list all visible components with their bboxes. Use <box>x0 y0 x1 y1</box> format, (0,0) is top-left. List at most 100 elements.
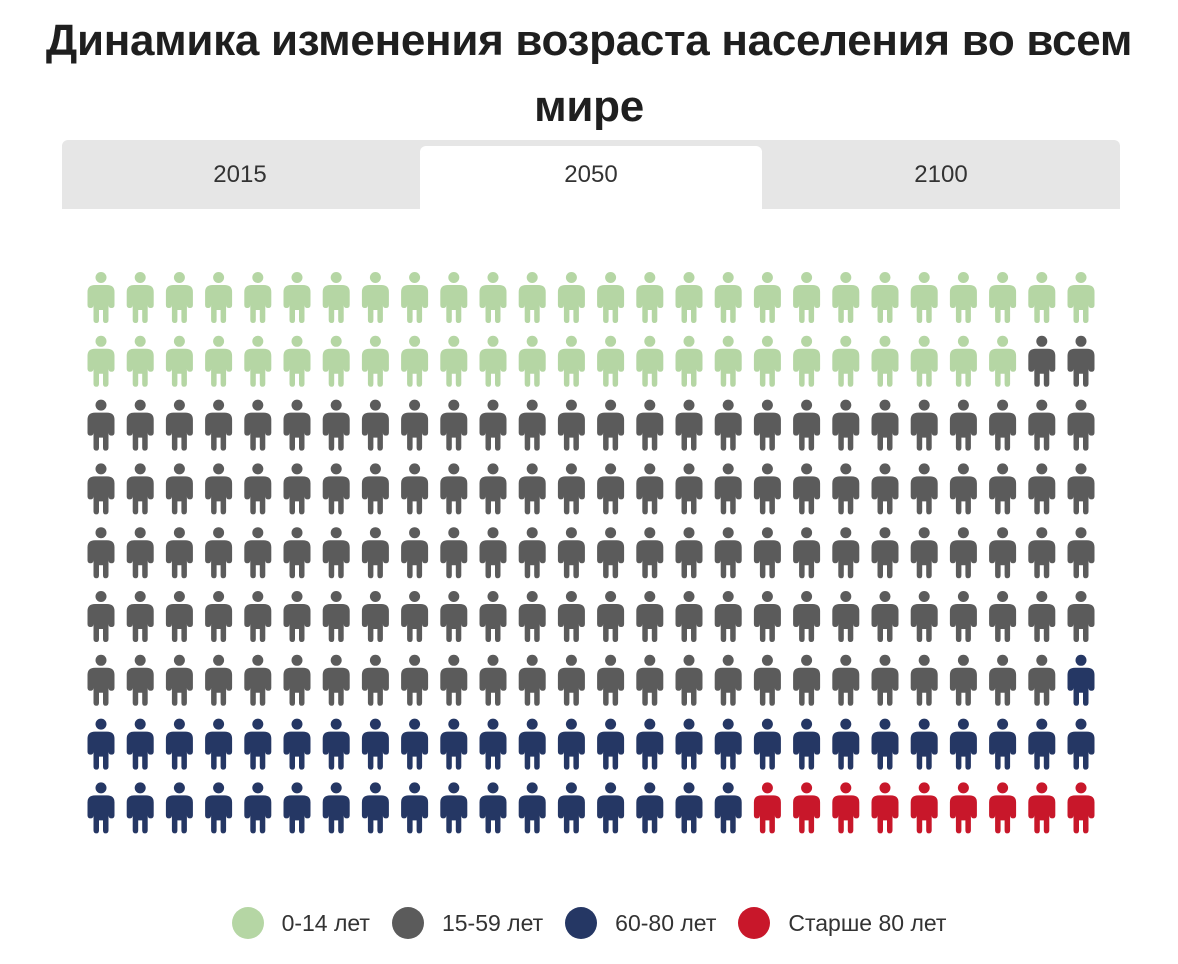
person-icon <box>244 591 272 642</box>
person-icon <box>518 463 546 515</box>
legend: 0-14 лет 15-59 лет 60-80 лет Старше 80 л… <box>0 902 1178 944</box>
person-icon <box>126 335 154 387</box>
person-icon <box>205 782 233 834</box>
person-icon <box>949 782 977 834</box>
person-icon <box>949 718 977 770</box>
person-icon <box>518 272 546 323</box>
person-icon <box>283 527 311 579</box>
person-icon <box>832 463 860 515</box>
person-icon <box>597 527 625 579</box>
person-icon <box>205 463 233 515</box>
person-icon <box>205 527 233 579</box>
person-icon <box>479 527 507 579</box>
person-icon <box>1028 718 1056 770</box>
person-icon <box>165 591 193 642</box>
person-icon <box>518 399 546 451</box>
person-icon <box>675 527 703 579</box>
person-icon <box>753 335 781 387</box>
person-icon <box>910 527 938 579</box>
person-icon <box>557 335 585 387</box>
person-icon <box>597 782 625 834</box>
person-icon <box>753 654 781 706</box>
person-icon <box>949 335 977 387</box>
person-icon <box>479 399 507 451</box>
person-icon <box>87 335 115 387</box>
person-icon <box>675 399 703 451</box>
person-icon <box>87 399 115 451</box>
person-icon <box>165 782 193 834</box>
person-icon <box>1028 654 1056 706</box>
person-icon <box>322 718 350 770</box>
person-icon <box>361 527 389 579</box>
person-icon <box>793 399 821 451</box>
person-icon <box>401 272 429 323</box>
person-icon <box>949 654 977 706</box>
person-icon <box>714 782 742 834</box>
person-icon <box>989 718 1017 770</box>
person-icon <box>557 591 585 642</box>
person-icon <box>126 782 154 834</box>
person-icon <box>871 591 899 642</box>
person-icon <box>205 399 233 451</box>
person-icon <box>322 654 350 706</box>
person-icon <box>361 654 389 706</box>
tab-2015[interactable]: 2015 <box>213 160 267 188</box>
person-icon <box>283 463 311 515</box>
person-icon <box>205 335 233 387</box>
person-icon <box>753 527 781 579</box>
legend-label-15-59: 15-59 лет <box>441 909 544 936</box>
person-icon <box>87 272 115 323</box>
person-icon <box>949 272 977 323</box>
person-icon <box>322 463 350 515</box>
person-icon <box>1067 782 1095 834</box>
person-icon <box>401 654 429 706</box>
tab-2050[interactable]: 2050 <box>420 146 762 209</box>
person-icon <box>832 782 860 834</box>
person-icon <box>244 527 272 579</box>
person-icon <box>244 782 272 834</box>
person-icon <box>361 718 389 770</box>
person-icon <box>636 782 664 834</box>
person-icon <box>832 272 860 323</box>
person-icon <box>361 399 389 451</box>
person-icon <box>753 399 781 451</box>
person-icon <box>675 654 703 706</box>
tab-2100[interactable]: 2100 <box>914 160 968 188</box>
person-icon <box>832 591 860 642</box>
person-icon <box>910 591 938 642</box>
legend-item-80-plus: Старше 80 лет <box>738 907 946 939</box>
person-icon <box>283 654 311 706</box>
person-icon <box>1067 399 1095 451</box>
person-icon <box>440 718 468 770</box>
person-icon <box>636 718 664 770</box>
person-icon <box>793 527 821 579</box>
person-icon <box>753 782 781 834</box>
person-icon <box>714 335 742 387</box>
person-icon <box>557 527 585 579</box>
person-icon <box>1067 654 1095 706</box>
person-icon <box>871 272 899 323</box>
person-icon <box>165 463 193 515</box>
person-icon <box>793 782 821 834</box>
person-icon <box>714 654 742 706</box>
person-icon <box>910 718 938 770</box>
person-icon <box>871 654 899 706</box>
person-icon <box>87 782 115 834</box>
person-icon <box>361 782 389 834</box>
person-icon <box>675 272 703 323</box>
person-icon <box>283 591 311 642</box>
person-icon <box>989 399 1017 451</box>
person-icon <box>793 272 821 323</box>
person-icon <box>244 718 272 770</box>
legend-item-60-80: 60-80 лет <box>565 907 716 939</box>
person-icon <box>753 272 781 323</box>
person-icon <box>557 782 585 834</box>
legend-item-0-14: 0-14 лет <box>231 907 370 939</box>
person-icon <box>1028 463 1056 515</box>
person-icon <box>126 463 154 515</box>
person-icon <box>401 463 429 515</box>
person-icon <box>597 718 625 770</box>
person-icon <box>989 463 1017 515</box>
person-icon <box>479 272 507 323</box>
person-icon <box>322 591 350 642</box>
